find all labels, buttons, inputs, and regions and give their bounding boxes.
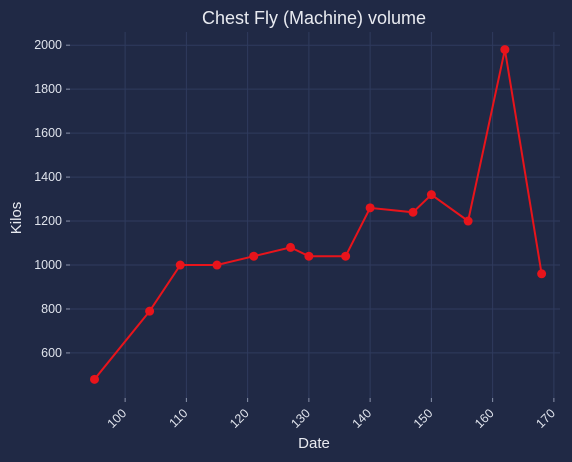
x-tick-label: 150 — [411, 406, 436, 431]
series — [90, 45, 547, 384]
x-tick-label: 100 — [105, 406, 130, 431]
data-point — [304, 251, 314, 261]
y-tick-label: 800 — [41, 302, 62, 316]
x-tick-label: 110 — [166, 406, 190, 430]
x-tick-label: 160 — [472, 406, 497, 431]
y-tick-label: 1200 — [34, 214, 62, 228]
y-tick-label: 1600 — [34, 126, 62, 140]
y-tick-label: 2000 — [34, 38, 62, 52]
data-point — [341, 251, 351, 261]
data-point — [365, 203, 375, 213]
data-point — [175, 260, 185, 270]
x-tick-label: 140 — [350, 406, 375, 431]
y-tick-label: 600 — [41, 346, 62, 360]
y-tick-label: 1800 — [34, 82, 62, 96]
data-point — [90, 374, 99, 384]
data-point — [463, 216, 473, 226]
x-tick-label: 170 — [533, 406, 558, 431]
y-axis-label: Kilos — [8, 202, 25, 235]
y-axis-ticks: 600 800 1000 1200 1400 1600 1800 2000 — [34, 38, 70, 360]
x-axis-ticks: 100 110 120 130 140 150 160 170 — [105, 398, 558, 431]
x-tick-label: 120 — [227, 406, 252, 431]
data-point — [286, 242, 295, 252]
y-tick-label: 1400 — [34, 170, 62, 184]
y-tick-label: 1000 — [34, 258, 62, 272]
x-tick-label: 130 — [288, 406, 313, 431]
data-point — [426, 190, 436, 200]
data-point — [408, 207, 418, 217]
data-point — [249, 251, 259, 261]
x-axis-label: Date — [298, 435, 330, 452]
data-point — [500, 45, 510, 55]
data-point — [212, 260, 222, 270]
data-point — [145, 306, 155, 316]
grid — [70, 32, 560, 398]
chart-title: Chest Fly (Machine) volume — [202, 8, 426, 28]
data-point — [537, 269, 547, 279]
series-line — [93, 49, 543, 380]
